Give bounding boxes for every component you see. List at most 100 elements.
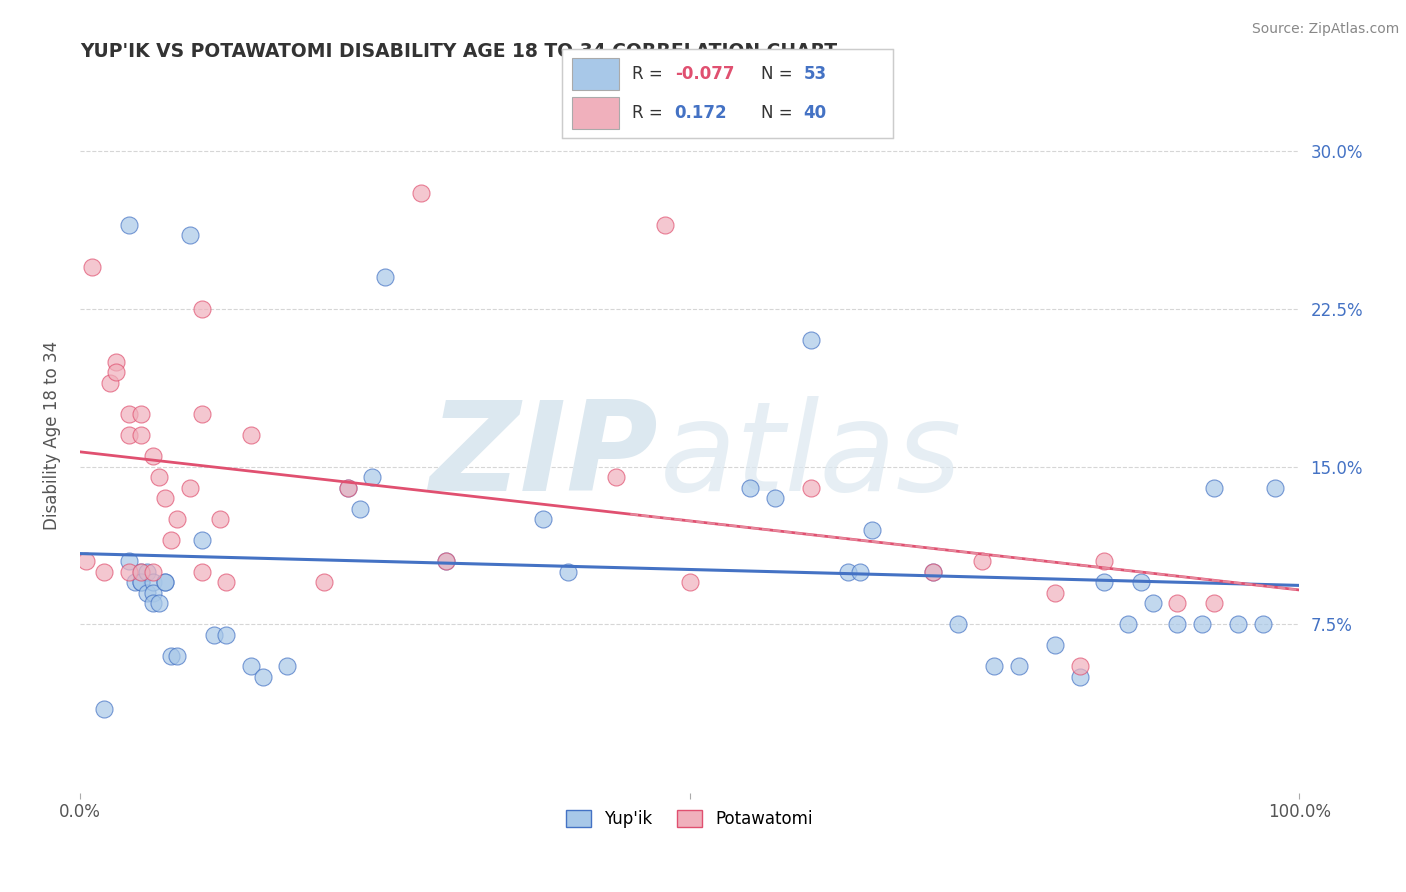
- Point: [1008, 659, 1031, 673]
- Y-axis label: Disability Age 18 to 34: Disability Age 18 to 34: [44, 341, 60, 530]
- Point: [117, 218, 139, 232]
- Point: [860, 523, 883, 537]
- Point: [1202, 596, 1225, 610]
- Point: [202, 628, 225, 642]
- Point: [166, 648, 188, 663]
- Point: [983, 659, 1005, 673]
- Point: [337, 481, 360, 495]
- Point: [312, 575, 335, 590]
- Point: [129, 575, 152, 590]
- Point: [105, 365, 128, 379]
- Point: [80, 260, 103, 274]
- Point: [117, 407, 139, 421]
- Point: [160, 533, 183, 548]
- Text: atlas: atlas: [661, 396, 963, 517]
- Point: [191, 533, 214, 548]
- Point: [1191, 617, 1213, 632]
- Text: R =: R =: [631, 104, 668, 122]
- Point: [129, 565, 152, 579]
- Point: [166, 512, 188, 526]
- Point: [605, 470, 627, 484]
- Legend: Yup'ik, Potawatomi: Yup'ik, Potawatomi: [560, 803, 820, 834]
- Point: [155, 575, 177, 590]
- Point: [763, 491, 786, 506]
- Point: [93, 701, 115, 715]
- Point: [849, 565, 872, 579]
- Point: [142, 449, 165, 463]
- Text: R =: R =: [631, 65, 668, 83]
- Point: [678, 575, 700, 590]
- Point: [276, 659, 298, 673]
- Point: [142, 575, 165, 590]
- Point: [209, 512, 232, 526]
- Point: [1166, 596, 1188, 610]
- Point: [239, 428, 262, 442]
- Point: [215, 575, 238, 590]
- Text: N =: N =: [761, 104, 797, 122]
- FancyBboxPatch shape: [572, 58, 619, 90]
- Point: [148, 596, 170, 610]
- Point: [93, 565, 115, 579]
- FancyBboxPatch shape: [572, 97, 619, 129]
- Point: [1129, 575, 1152, 590]
- Point: [1092, 554, 1115, 568]
- Point: [374, 270, 396, 285]
- Point: [337, 481, 360, 495]
- Text: 40: 40: [804, 104, 827, 122]
- Text: 53: 53: [804, 65, 827, 83]
- Point: [215, 628, 238, 642]
- Point: [239, 659, 262, 673]
- Point: [129, 428, 152, 442]
- Point: [1264, 481, 1286, 495]
- Point: [837, 565, 859, 579]
- Point: [1227, 617, 1250, 632]
- Point: [117, 554, 139, 568]
- Point: [740, 481, 762, 495]
- Point: [75, 554, 97, 568]
- Point: [179, 481, 201, 495]
- Text: ZIP: ZIP: [429, 396, 658, 517]
- Point: [160, 648, 183, 663]
- Point: [800, 334, 823, 348]
- Point: [129, 407, 152, 421]
- Point: [105, 354, 128, 368]
- Text: -0.077: -0.077: [675, 65, 734, 83]
- Point: [148, 470, 170, 484]
- Text: 0.172: 0.172: [675, 104, 727, 122]
- Point: [124, 575, 146, 590]
- Point: [1251, 617, 1274, 632]
- Point: [1118, 617, 1140, 632]
- Point: [654, 218, 676, 232]
- Point: [557, 565, 579, 579]
- Point: [136, 586, 159, 600]
- Text: N =: N =: [761, 65, 797, 83]
- Point: [155, 575, 177, 590]
- Point: [1045, 639, 1067, 653]
- Point: [142, 596, 165, 610]
- Point: [361, 470, 384, 484]
- Point: [434, 554, 457, 568]
- Point: [946, 617, 969, 632]
- Point: [179, 228, 201, 243]
- Point: [1069, 659, 1091, 673]
- Point: [349, 501, 371, 516]
- Point: [922, 565, 945, 579]
- Point: [800, 481, 823, 495]
- Point: [411, 186, 433, 201]
- Point: [252, 670, 274, 684]
- Point: [191, 407, 214, 421]
- Point: [1142, 596, 1164, 610]
- Point: [1045, 586, 1067, 600]
- Point: [1069, 670, 1091, 684]
- Point: [191, 301, 214, 316]
- Point: [129, 575, 152, 590]
- Text: YUP'IK VS POTAWATOMI DISABILITY AGE 18 TO 34 CORRELATION CHART: YUP'IK VS POTAWATOMI DISABILITY AGE 18 T…: [80, 42, 837, 61]
- Point: [129, 565, 152, 579]
- Point: [531, 512, 554, 526]
- Point: [117, 428, 139, 442]
- Point: [922, 565, 945, 579]
- Point: [142, 565, 165, 579]
- Point: [155, 491, 177, 506]
- Point: [136, 565, 159, 579]
- Point: [191, 565, 214, 579]
